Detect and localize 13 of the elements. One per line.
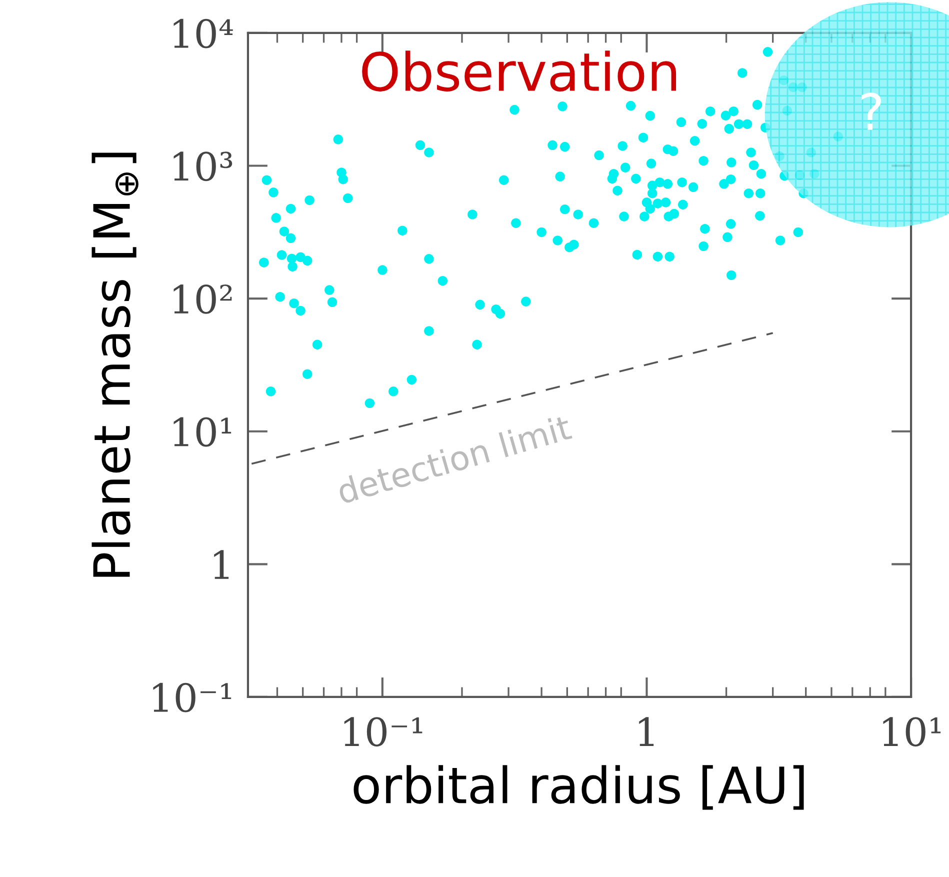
annotation: ? xyxy=(862,92,882,130)
y-axis-title: Planet mass [M$_{⊕}$] xyxy=(92,152,138,577)
chart-title: Observation xyxy=(362,50,676,92)
y-tick-label: 1 xyxy=(214,550,229,579)
y-tick-label: 10⁴ xyxy=(174,18,233,48)
y-tick-label: 10⁻¹ xyxy=(153,682,232,712)
x-tick-label: 1 xyxy=(639,717,654,746)
y-tick-label: 10¹ xyxy=(174,417,232,447)
y-tick-label: 10² xyxy=(174,284,232,314)
x-tick-label: 10¹ xyxy=(883,717,941,746)
x-tick-label: 10⁻¹ xyxy=(344,717,422,746)
y-tick-label: 10³ xyxy=(174,152,232,182)
x-axis-title: orbital radius [AU] xyxy=(354,765,804,810)
